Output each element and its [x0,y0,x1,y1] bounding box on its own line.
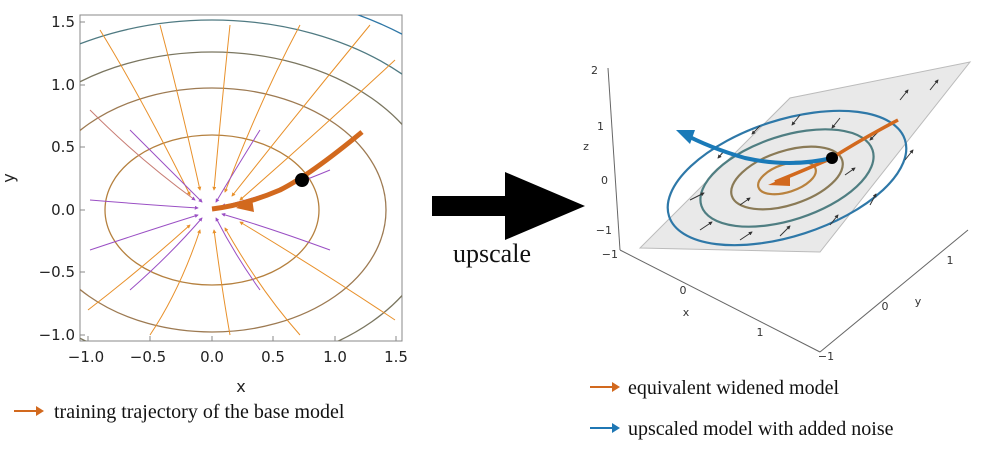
training-trajectory [211,130,364,212]
y-tick: −0.5 [39,263,75,281]
y-tick: 0.0 [51,201,75,219]
left-x-ticks: −1.0 −0.5 0.0 0.5 1.0 1.5 [68,336,408,366]
current-point-marker [295,173,309,187]
z-tick: −1 [596,224,612,237]
x-tick: −1.0 [68,348,104,366]
x-tick: 0.0 [200,348,224,366]
plane-surface [638,61,972,253]
x-tick: −0.5 [130,348,166,366]
x3-tick: −1 [602,248,618,261]
y-tick: 1.5 [51,13,75,31]
y-tick: 0.5 [51,138,75,156]
y3-tick: 1 [947,254,954,267]
z-tick: 2 [591,64,598,77]
upscale-arrow [432,172,585,240]
stream-arrows [87,24,396,336]
contour-lines [80,15,402,341]
z-tick: 1 [597,120,604,133]
x3-axis-label: x [683,306,690,319]
right-legend: equivalent widened model upscaled model … [590,377,894,440]
x3-tick: 0 [680,284,687,297]
x-tick: 1.5 [384,348,408,366]
upscaled-point-marker [826,152,838,164]
y-axis-label: y [0,173,18,182]
upscale-label: upscale [453,239,531,268]
y3-axis-label: y [915,295,922,308]
z-tick: 0 [601,174,608,187]
surface-contours [666,109,908,247]
z-axis-label: z [583,140,589,153]
y3-tick: 0 [882,300,889,313]
y-tick: 1.0 [51,76,75,94]
x-tick: 0.5 [261,348,285,366]
contour-plot: −1.0 −0.5 0.0 0.5 1.0 1.5 1.5 1.0 0.5 0.… [0,13,408,396]
legend-training-trajectory: training trajectory of the base model [54,401,345,423]
3d-axes [607,67,969,353]
noisy-trajectory [676,130,833,165]
x3-tick: 1 [757,326,764,339]
left-y-ticks: 1.5 1.0 0.5 0.0 −0.5 −1.0 [39,13,85,344]
surface-3d-plot: 2 1 0 −1 z −1 0 1 x 1 0 −1 y [583,61,972,363]
y3-tick: −1 [818,350,834,363]
legend-upscaled-noise: upscaled model with added noise [628,418,894,440]
legend-widened-model: equivalent widened model [628,377,839,399]
left-legend: training trajectory of the base model [14,401,345,423]
x-axis-label: x [236,377,245,396]
x-tick: 1.0 [323,348,347,366]
y-tick: −1.0 [39,326,75,344]
